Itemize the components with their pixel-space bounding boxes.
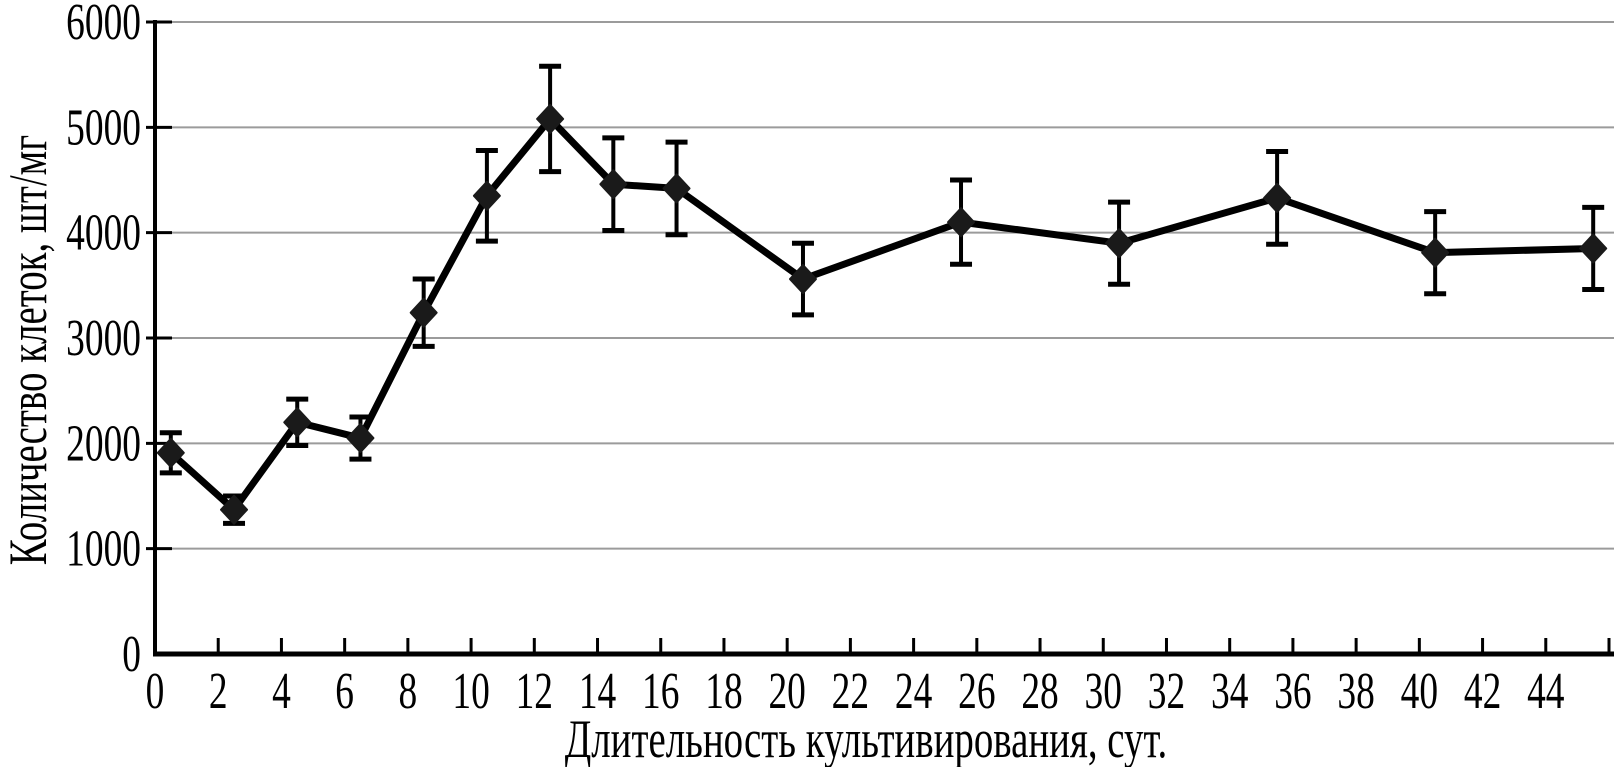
x-tick-label: 28 bbox=[1021, 662, 1058, 719]
series-line bbox=[167, 115, 1597, 514]
y-tick-label: 1000 bbox=[66, 520, 141, 577]
x-tick-labels: 0 2 4 6 8 10 12 14 16 18 20 22 24 26 28 30 32 34 36 38 40 42 4… bbox=[146, 662, 1565, 719]
x-tick-label: 32 bbox=[1148, 662, 1185, 719]
y-tick-labels: 0 1000 2000 3000 4000 5000 6000 bbox=[66, 0, 141, 682]
data-point-marker bbox=[283, 407, 312, 438]
x-tick-label: 18 bbox=[705, 662, 742, 719]
y-tick-label: 5000 bbox=[66, 98, 141, 155]
data-series-line bbox=[167, 115, 1597, 514]
data-point-marker bbox=[156, 437, 185, 468]
x-tick-label: 2 bbox=[209, 662, 228, 719]
y-tick-label: 2000 bbox=[66, 414, 141, 471]
x-tick-label: 44 bbox=[1527, 662, 1564, 719]
data-point-marker bbox=[662, 173, 691, 204]
data-point-marker bbox=[346, 423, 375, 454]
x-tick-label: 36 bbox=[1274, 662, 1311, 719]
x-tick-label: 0 bbox=[146, 662, 165, 719]
y-tick-label: 0 bbox=[122, 625, 141, 682]
data-point-marker bbox=[1263, 182, 1292, 213]
y-axis-title: Количество клеток, шт/мг bbox=[0, 135, 59, 565]
data-point-marker bbox=[1105, 228, 1134, 259]
gridlines bbox=[155, 21, 1614, 550]
x-tick-label: 24 bbox=[895, 662, 932, 719]
x-axis-title: Длительность культивирования, сут. bbox=[565, 710, 1168, 767]
y-tick-label: 4000 bbox=[66, 204, 141, 261]
data-point-marker bbox=[1579, 233, 1608, 264]
x-tick-label: 4 bbox=[272, 662, 291, 719]
x-tick-label: 14 bbox=[579, 662, 616, 719]
data-point-marker bbox=[220, 494, 249, 525]
x-tick-label: 8 bbox=[399, 662, 418, 719]
data-point-marker bbox=[472, 180, 501, 211]
x-tick-label: 6 bbox=[335, 662, 354, 719]
x-tick-label: 22 bbox=[832, 662, 869, 719]
x-tick-label: 34 bbox=[1211, 662, 1248, 719]
x-tick-label: 20 bbox=[768, 662, 805, 719]
data-point-marker bbox=[409, 297, 438, 328]
x-tick-label: 42 bbox=[1464, 662, 1501, 719]
x-tick-label: 10 bbox=[452, 662, 489, 719]
data-point-marker bbox=[947, 207, 976, 238]
x-tick-label: 30 bbox=[1085, 662, 1122, 719]
x-tick-label: 12 bbox=[516, 662, 553, 719]
y-tick-label: 6000 bbox=[66, 0, 141, 50]
x-tick-label: 26 bbox=[958, 662, 995, 719]
x-tick-label: 38 bbox=[1337, 662, 1374, 719]
error-bars bbox=[159, 63, 1605, 526]
data-point-marker bbox=[599, 169, 628, 200]
data-point-marker bbox=[788, 264, 817, 295]
y-tick-label: 3000 bbox=[66, 309, 141, 366]
tick-marks bbox=[146, 20, 1611, 654]
data-point-markers bbox=[156, 103, 1608, 525]
x-tick-label: 40 bbox=[1401, 662, 1438, 719]
data-point-marker bbox=[1421, 237, 1450, 268]
data-point-marker bbox=[536, 103, 565, 134]
x-tick-label: 16 bbox=[642, 662, 679, 719]
